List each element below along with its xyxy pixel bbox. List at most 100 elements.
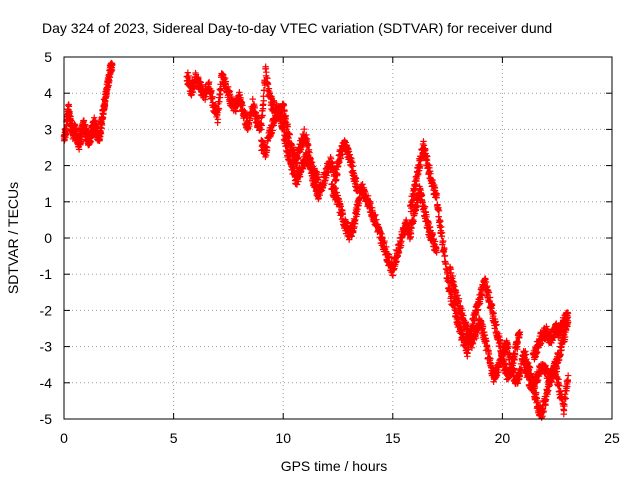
data-point (83, 125, 90, 132)
data-point (341, 138, 348, 145)
data-point (561, 402, 568, 410)
data-point (451, 283, 458, 290)
data-point (438, 223, 445, 231)
data-point (563, 387, 570, 394)
data-point (304, 141, 312, 149)
data-point (522, 348, 529, 355)
data-point (455, 295, 463, 302)
data-point (303, 131, 310, 139)
data-point (564, 377, 572, 385)
data-point (281, 107, 288, 115)
data-point (308, 161, 315, 168)
data-point (297, 143, 305, 151)
data-point (416, 164, 424, 172)
data-point (306, 154, 313, 162)
data-point (435, 204, 442, 211)
data-point (389, 272, 397, 279)
data-point (264, 81, 272, 88)
data-point (394, 253, 402, 260)
data-point (543, 323, 550, 330)
data-point (556, 343, 564, 350)
data-point (557, 339, 565, 347)
data-point (205, 78, 213, 86)
data-point (514, 346, 521, 353)
data-point (525, 381, 533, 389)
data-point (201, 96, 209, 103)
data-point (208, 87, 215, 94)
data-point (321, 177, 329, 185)
data-point (195, 75, 202, 82)
series-track-early (60, 59, 116, 153)
data-point (514, 339, 521, 346)
data-point (553, 355, 561, 362)
y-tick-label: 2 (44, 158, 52, 174)
y-tick-label: 3 (44, 121, 52, 137)
data-point (303, 150, 310, 157)
data-point (499, 352, 506, 360)
data-point (415, 170, 422, 178)
data-point (521, 361, 528, 368)
data-point (425, 220, 432, 228)
data-point (510, 366, 517, 374)
data-point (313, 168, 320, 175)
data-point (97, 130, 105, 137)
data-point (282, 112, 290, 119)
x-tick-label: 0 (60, 430, 68, 446)
series-track-c (328, 180, 440, 279)
data-point (421, 203, 429, 210)
data-point (246, 122, 253, 130)
data-point (435, 207, 443, 215)
data-point (209, 93, 216, 100)
y-tick-labels: -5 -4 -3 -2 -1 0 1 2 3 4 5 (40, 49, 53, 427)
data-point (549, 337, 556, 344)
data-point (479, 323, 487, 330)
data-point (263, 144, 271, 151)
data-point (350, 225, 357, 232)
data-point (562, 325, 569, 332)
data-point (386, 253, 393, 260)
data-point (364, 192, 372, 200)
data-point (473, 311, 480, 319)
data-point (332, 185, 340, 192)
x-tick-labels: 0 5 10 15 20 25 (60, 430, 620, 446)
x-tick-label: 25 (604, 430, 620, 446)
data-point (77, 139, 85, 146)
data-point (485, 289, 493, 296)
data-point (409, 201, 416, 208)
data-point (431, 238, 439, 245)
data-point (417, 161, 424, 169)
data-point (381, 237, 388, 245)
y-tick-label: 0 (44, 230, 52, 246)
y-tick-label: 5 (44, 49, 52, 65)
data-point (454, 292, 461, 299)
data-point (426, 224, 434, 231)
data-point (441, 252, 449, 259)
data-point (437, 218, 444, 225)
data-marks (60, 59, 572, 421)
data-point (224, 83, 232, 91)
data-point (354, 206, 361, 213)
data-point (225, 87, 233, 94)
data-point (277, 114, 285, 121)
data-point (449, 272, 456, 280)
data-point (109, 61, 116, 68)
data-point (361, 187, 368, 194)
y-tick-label: -2 (40, 302, 53, 318)
data-point (315, 195, 322, 202)
data-point (395, 249, 403, 257)
data-point (533, 368, 541, 376)
data-point (337, 155, 345, 162)
data-point (359, 181, 366, 188)
data-point (259, 112, 266, 119)
data-point (222, 78, 229, 85)
data-point (472, 334, 480, 342)
x-tick-label: 10 (275, 430, 291, 446)
data-point (536, 364, 544, 371)
data-point (539, 413, 546, 420)
data-point (527, 377, 534, 385)
series-track-b (258, 102, 361, 203)
data-point (490, 310, 497, 317)
data-point (316, 191, 324, 199)
data-point (196, 78, 203, 85)
data-point (550, 363, 557, 371)
